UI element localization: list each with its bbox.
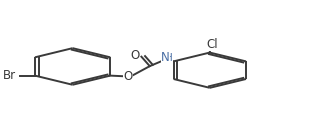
Text: Cl: Cl [207, 38, 218, 51]
Text: H: H [165, 53, 173, 63]
Text: O: O [123, 70, 133, 83]
Text: Br: Br [3, 69, 16, 82]
Text: N: N [161, 51, 170, 64]
Text: O: O [130, 49, 139, 62]
